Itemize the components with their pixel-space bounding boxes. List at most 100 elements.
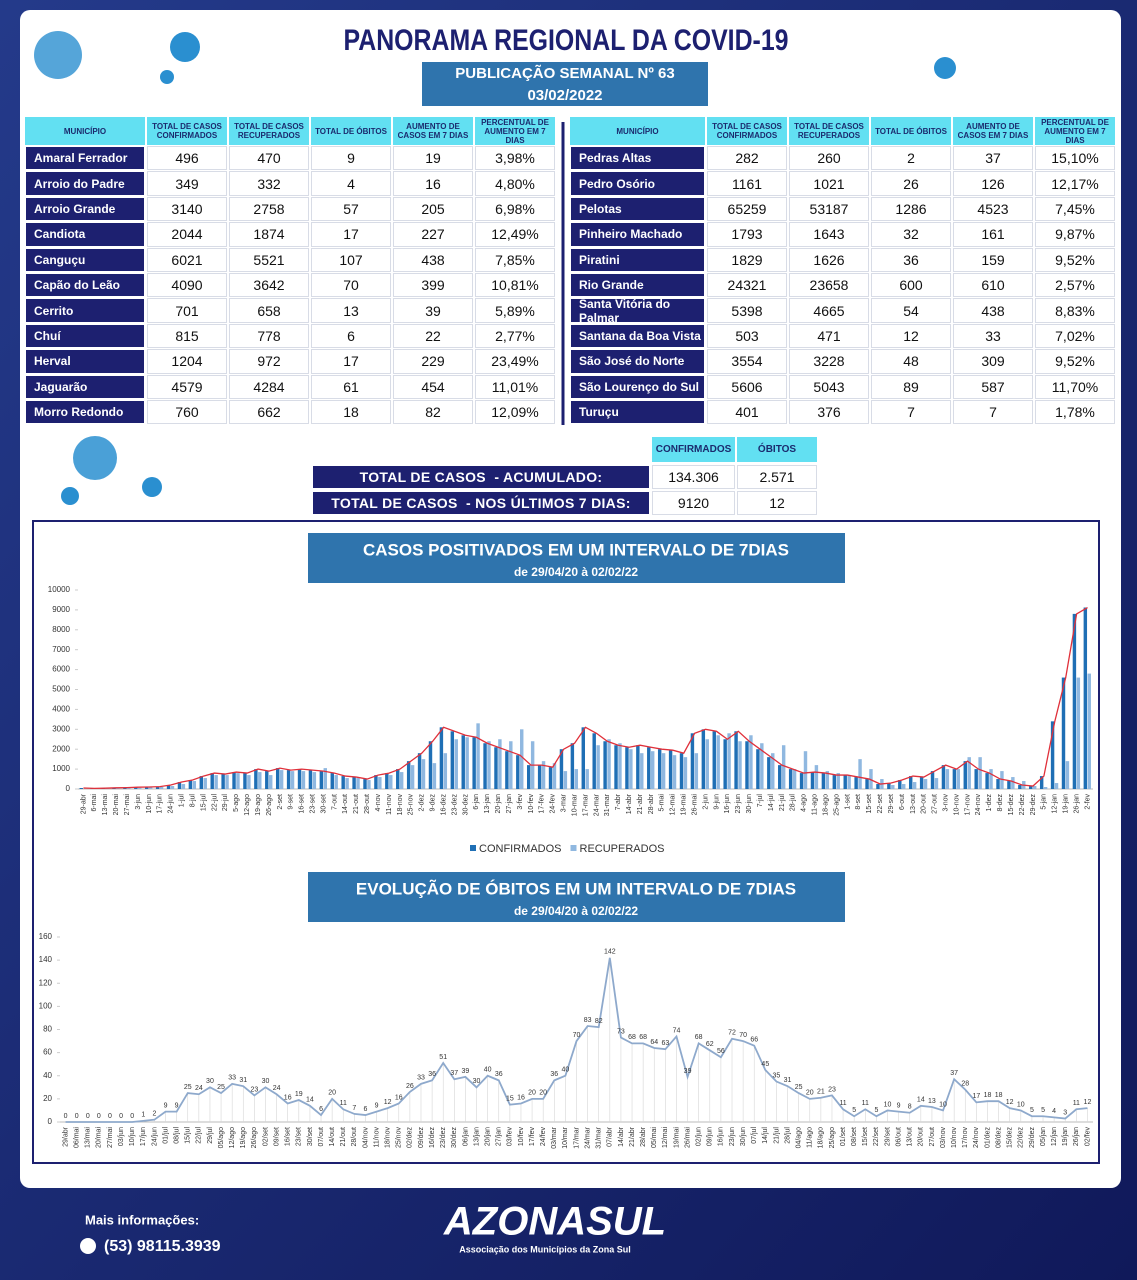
x-tick-label: 24/nov bbox=[973, 1127, 980, 1149]
table-cell: 7 bbox=[953, 400, 1033, 425]
x-tick-label: 29/set bbox=[884, 1127, 891, 1146]
table-cell: 5043 bbox=[789, 374, 869, 399]
bar bbox=[236, 773, 240, 789]
x-tick-label: 23-set bbox=[309, 794, 316, 814]
data-label: 20 bbox=[328, 1090, 336, 1097]
table-cell: 9,87% bbox=[1035, 222, 1115, 247]
bar bbox=[247, 775, 251, 789]
municipality: Piratini bbox=[570, 247, 705, 272]
municipality: Santa Vitória do Palmar bbox=[570, 297, 705, 325]
bar bbox=[537, 765, 542, 789]
bar bbox=[487, 741, 491, 789]
municipality: Rio Grande bbox=[570, 273, 705, 298]
x-tick-label: 13-jan bbox=[484, 794, 491, 814]
bar bbox=[985, 773, 989, 789]
table-header: TOTAL DE CASOS RECUPERADOS bbox=[789, 117, 869, 145]
bar bbox=[192, 781, 197, 789]
bar bbox=[854, 777, 858, 789]
table-header: PERCENTUAL DE AUMENTO EM 7 DIAS bbox=[1035, 117, 1115, 145]
x-tick-label: 28-abr bbox=[648, 793, 655, 814]
data-label: 0 bbox=[75, 1113, 79, 1120]
x-tick-label: 17-fev bbox=[539, 794, 546, 814]
x-tick-label: 30/dez bbox=[451, 1127, 458, 1149]
y-tick-label: 10000 bbox=[48, 585, 71, 594]
x-tick-label: 10/nov bbox=[951, 1127, 958, 1149]
bar bbox=[385, 773, 389, 789]
x-tick-label: 27-jan bbox=[506, 794, 513, 814]
data-label: 30 bbox=[206, 1078, 214, 1085]
bar bbox=[821, 773, 826, 789]
municipality: São Lourenço do Sul bbox=[570, 374, 705, 399]
municipality: Cerrito bbox=[25, 298, 145, 323]
x-tick-label: 1-set bbox=[844, 794, 851, 810]
x-tick-label: 22/set bbox=[873, 1127, 880, 1146]
bar bbox=[1043, 787, 1048, 789]
bar bbox=[454, 739, 458, 789]
x-tick-label: 24-jun bbox=[168, 794, 175, 814]
x-tick-label: 29-abr bbox=[80, 793, 87, 814]
bar bbox=[1029, 786, 1033, 789]
x-tick-label: 08/set bbox=[851, 1127, 858, 1146]
bar bbox=[603, 741, 607, 789]
table-cell: 1021 bbox=[789, 171, 869, 196]
bar bbox=[945, 769, 950, 789]
bar bbox=[472, 737, 476, 789]
bar bbox=[1007, 781, 1011, 789]
x-tick-label: 17/mar bbox=[573, 1126, 580, 1148]
bar bbox=[389, 775, 393, 789]
x-tick-label: 15-set bbox=[866, 794, 873, 814]
municipality: Pedro Osório bbox=[570, 171, 705, 196]
data-label: 70 bbox=[573, 1032, 581, 1039]
x-tick-label: 06/mai bbox=[74, 1127, 81, 1148]
bar bbox=[301, 771, 306, 789]
bar bbox=[1076, 677, 1081, 789]
deaths-line bbox=[65, 957, 1088, 1123]
data-label: 12 bbox=[384, 1099, 392, 1106]
table-cell: 778 bbox=[229, 323, 309, 349]
bar bbox=[341, 776, 345, 789]
table-cell: 53187 bbox=[789, 196, 869, 222]
x-tick-label: 21/jul bbox=[773, 1127, 780, 1144]
bar bbox=[552, 763, 557, 789]
x-tick-label: 06/out bbox=[895, 1127, 902, 1147]
x-tick-label: 20-jan bbox=[495, 794, 502, 814]
x-tick-label: 09/set bbox=[273, 1127, 280, 1146]
x-tick-label: 8-jul bbox=[189, 794, 196, 808]
x-tick-label: 18-ago bbox=[822, 794, 829, 816]
bar bbox=[268, 775, 273, 789]
phone-icon bbox=[80, 1238, 96, 1254]
x-tick-label: 25-ago bbox=[833, 794, 840, 816]
bar bbox=[527, 765, 531, 789]
bar bbox=[148, 787, 153, 789]
table-cell: 1793 bbox=[707, 222, 787, 247]
bar bbox=[279, 770, 284, 789]
bar bbox=[803, 751, 808, 789]
bar bbox=[330, 773, 334, 789]
chart-title-box bbox=[308, 533, 845, 583]
data-label: 24 bbox=[273, 1085, 281, 1092]
x-tick-label: 28-jul bbox=[790, 794, 797, 812]
table-cell: 4284 bbox=[229, 374, 309, 399]
bar bbox=[592, 733, 596, 789]
x-tick-label: 16/dez bbox=[429, 1127, 436, 1149]
x-tick-label: 26/ago bbox=[251, 1127, 258, 1149]
x-tick-label: 26-ago bbox=[266, 794, 273, 816]
x-tick-label: 29/abr bbox=[62, 1126, 69, 1147]
x-tick-label: 2-dez bbox=[419, 794, 426, 812]
y-tick-label: 5000 bbox=[52, 685, 70, 694]
bar bbox=[865, 779, 869, 789]
table-cell: 9,52% bbox=[1035, 349, 1115, 374]
x-tick-label: 11-nov bbox=[386, 794, 393, 815]
data-label: 72 bbox=[728, 1030, 736, 1037]
x-tick-label: 15-dez bbox=[1008, 794, 1015, 816]
totals-header: ÓBITOS bbox=[737, 437, 817, 462]
bar bbox=[483, 743, 487, 789]
x-tick-label: 03/mar bbox=[551, 1126, 558, 1148]
bar bbox=[323, 768, 327, 789]
table-cell: 23,49% bbox=[475, 349, 555, 374]
data-label: 0 bbox=[130, 1113, 134, 1120]
y-tick-label: 7000 bbox=[52, 645, 70, 654]
bar bbox=[1050, 721, 1055, 789]
table-cell: 126 bbox=[953, 171, 1033, 196]
x-tick-label: 05/ago bbox=[218, 1127, 225, 1149]
